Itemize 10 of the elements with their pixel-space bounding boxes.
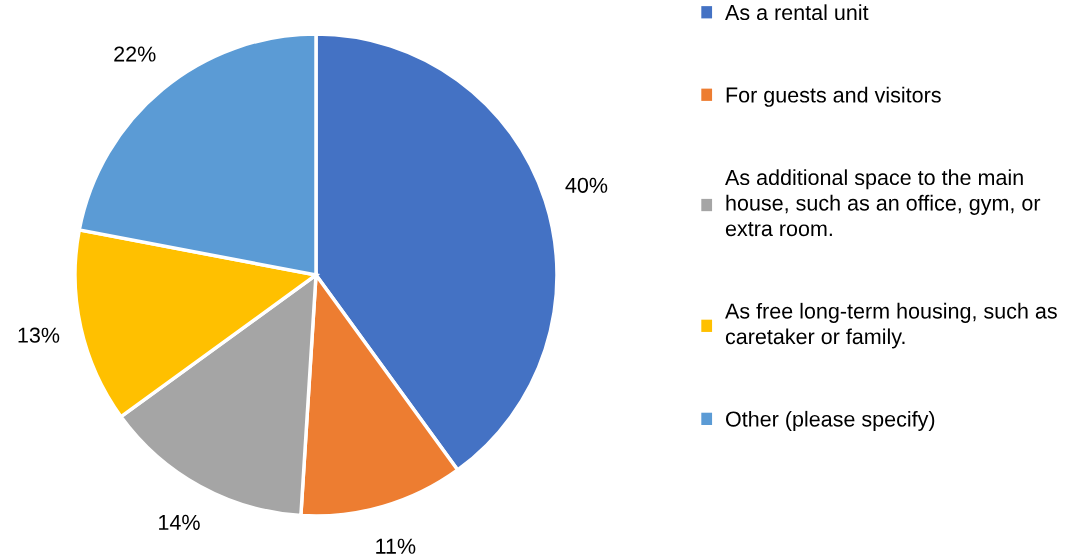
legend-label: Other (please specify) <box>726 410 935 431</box>
data-label: 11% <box>376 538 416 554</box>
data-label: 22% <box>114 46 156 62</box>
legend-label: As a rental unit <box>725 4 869 21</box>
legend-label: As free long-term housing, such as caretaker or family. <box>725 302 1057 349</box>
data-label: 40% <box>565 177 608 193</box>
legend-label: For guests and visitors <box>726 86 941 107</box>
data-label: 14% <box>159 514 200 530</box>
data-label: 13% <box>18 327 60 343</box>
legend-label: As additional space to the main house, such as an office, gym, or extra room. <box>725 169 1041 237</box>
